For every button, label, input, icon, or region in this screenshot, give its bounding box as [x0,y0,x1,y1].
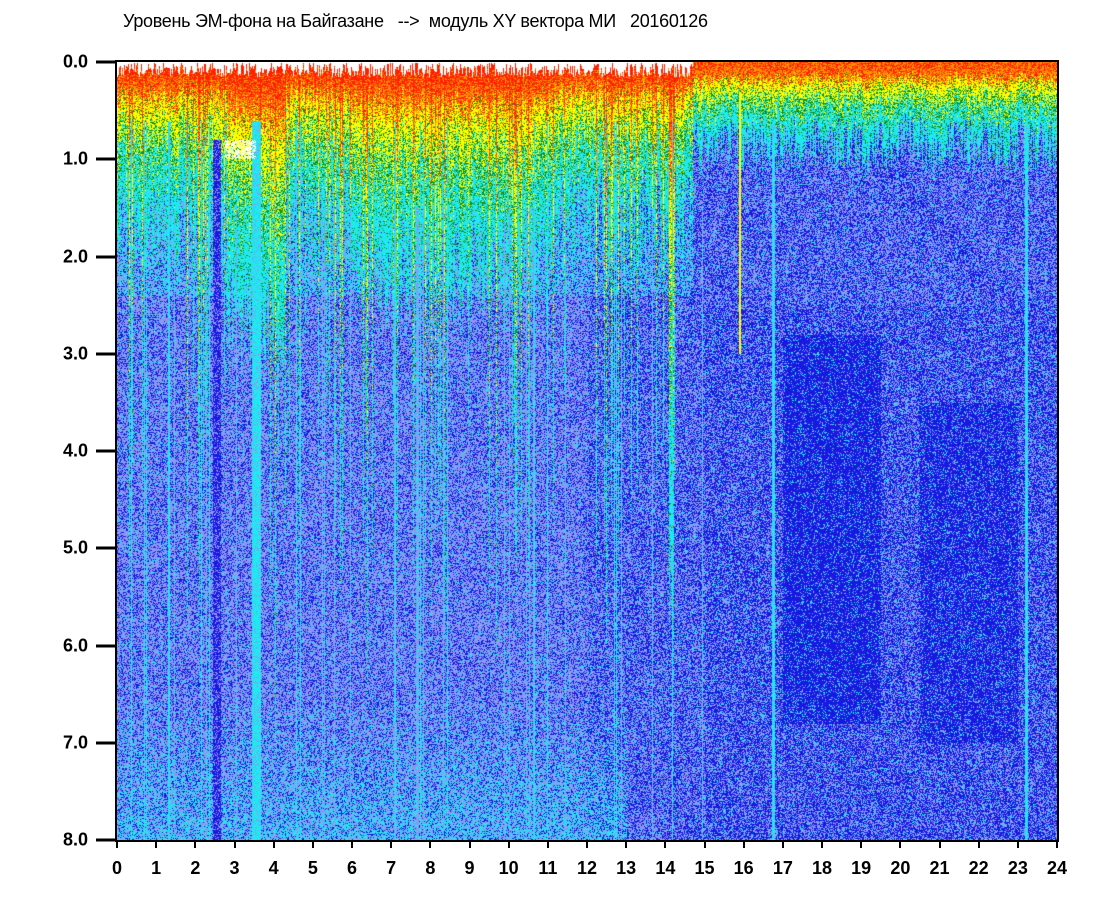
x-tick [116,842,118,848]
x-tick-label: 4 [268,858,279,878]
y-tick-label: 0.0 [62,51,88,72]
x-tick [938,842,941,848]
x-tick-label: 13 [616,858,637,878]
x-tick [507,842,510,848]
y-tick [96,255,115,258]
y-tick-label: 3.0 [62,343,88,364]
x-tick-label: 7 [386,858,397,878]
x-tick [1016,842,1019,848]
x-tick [390,842,393,848]
x-tick-label: 3 [229,858,240,878]
x-tick [664,842,667,848]
y-tick [96,60,115,64]
x-tick [429,842,432,848]
y-tick-label: 7.0 [62,732,88,753]
x-tick-label: 23 [1007,858,1028,878]
chart-title: Уровень ЭМ-фона на Байгазане --> модуль … [123,11,708,31]
x-tick-label: 20 [890,858,911,878]
x-tick [742,842,745,848]
y-tick-label: 5.0 [62,537,88,558]
x-tick-label: 16 [733,858,754,878]
y-tick [96,352,115,356]
x-tick-label: 1 [151,858,162,878]
y-tick-label: 1.0 [62,148,88,169]
x-tick [351,842,353,848]
x-tick-label: 8 [425,858,436,878]
x-tick [233,842,236,848]
x-tick-label: 22 [968,858,989,878]
y-tick [96,449,115,453]
x-tick [781,842,784,848]
x-tick-label: 21 [929,858,950,878]
y-tick [96,157,115,161]
x-tick-label: 6 [346,858,358,878]
x-tick [1056,842,1058,848]
x-tick [899,842,902,848]
x-tick-label: 9 [464,858,475,878]
x-tick [546,842,549,848]
y-tick [96,644,115,647]
x-tick-label: 5 [307,858,318,878]
x-tick [860,842,863,848]
plot-area [115,60,1059,842]
x-tick [821,842,823,848]
x-tick-label: 0 [111,858,123,878]
x-tick-label: 12 [576,858,598,878]
x-tick-label: 2 [190,858,201,878]
y-tick-label: 2.0 [62,246,88,266]
y-tick [96,838,115,842]
x-tick-label: 15 [694,858,715,878]
x-tick-label: 24 [1046,858,1068,878]
x-tick [977,842,980,848]
x-tick [703,842,706,848]
x-tick [625,842,628,848]
y-tick [96,741,115,745]
x-tick-label: 11 [538,858,558,878]
y-tick [96,546,115,550]
y-tick-label: 8.0 [62,829,88,850]
x-tick-label: 10 [498,858,519,878]
x-tick [194,842,197,848]
heatmap-image [117,62,1057,840]
x-tick [272,842,275,848]
x-tick-label: 14 [655,858,676,878]
x-tick [468,842,471,848]
x-tick [155,842,158,848]
x-tick [311,842,314,848]
y-tick-label: 6.0 [62,635,88,655]
x-tick-label: 17 [772,858,793,878]
x-tick-label: 18 [811,858,833,878]
x-tick-label: 19 [851,858,872,878]
x-tick [586,842,588,848]
y-tick-label: 4.0 [62,440,88,461]
